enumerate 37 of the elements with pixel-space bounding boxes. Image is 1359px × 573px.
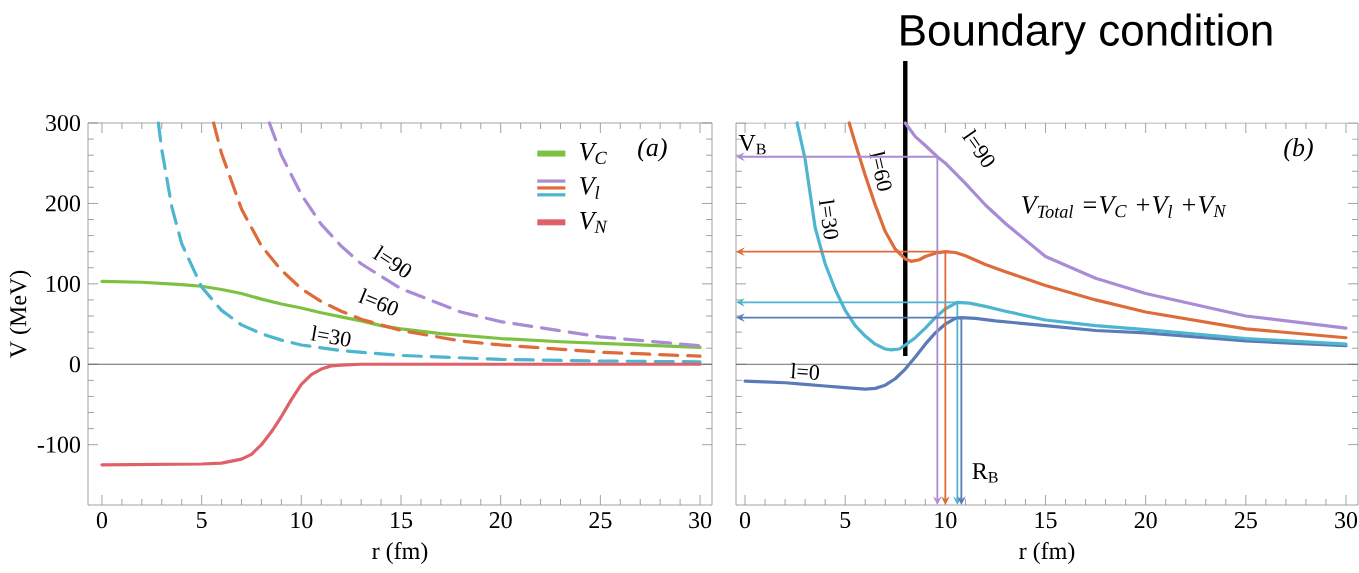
x-tick-label: 25: [589, 512, 612, 529]
x-tick-label: 20: [489, 512, 512, 529]
x-tick-label: 10: [291, 512, 313, 529]
text: l=90: [372, 244, 412, 278]
legend-label: V$_{N}$: [580, 211, 608, 233]
annotation: (a): [638, 137, 667, 162]
x-tick-label: 30: [689, 512, 712, 529]
x-tick-label: 20: [1134, 512, 1157, 529]
text: l=30: [818, 198, 839, 239]
x-tick-label: 5: [197, 512, 207, 528]
x-axis-title: r (fm): [1019, 541, 1075, 564]
x-tick-label: 0: [96, 512, 108, 529]
x-tick-label: 5: [840, 512, 851, 528]
annotation: V$_{Total}$ =V$_{C}$ +V$_{l}$ +V$_{N}$: [1022, 196, 1227, 218]
x-tick-label: 10: [935, 512, 957, 529]
y-tick-label: 300: [46, 114, 81, 132]
x-tick-label: 25: [1234, 512, 1257, 529]
legend-label: V$_{C}$: [580, 143, 607, 165]
y-tick-label: -100: [37, 436, 81, 453]
text: l=60: [357, 287, 399, 316]
text: l=30: [310, 325, 351, 347]
x-axis-title: r (fm): [372, 541, 428, 564]
y-tick-label: 100: [47, 275, 81, 292]
x-tick-label: 0: [739, 512, 751, 529]
ref-line-label: Boundary condition: [901, 13, 1272, 55]
x-tick-label: 30: [1335, 512, 1358, 529]
y-tick-label: 200: [46, 195, 81, 212]
x-tick-label: 15: [391, 512, 413, 529]
series-label: l=0: [790, 362, 820, 380]
text: l=60: [869, 150, 892, 191]
y-axis-title: V (MeV): [9, 270, 32, 359]
ref-line-label: R$_{B}$: [972, 463, 998, 483]
y-tick-label: 0: [69, 356, 81, 373]
annotation: V$_{l}$: [580, 177, 600, 199]
x-tick-label: 15: [1035, 512, 1057, 529]
ref-line-label: V$_{B}$: [738, 135, 766, 155]
annotation: (b): [1284, 137, 1313, 162]
